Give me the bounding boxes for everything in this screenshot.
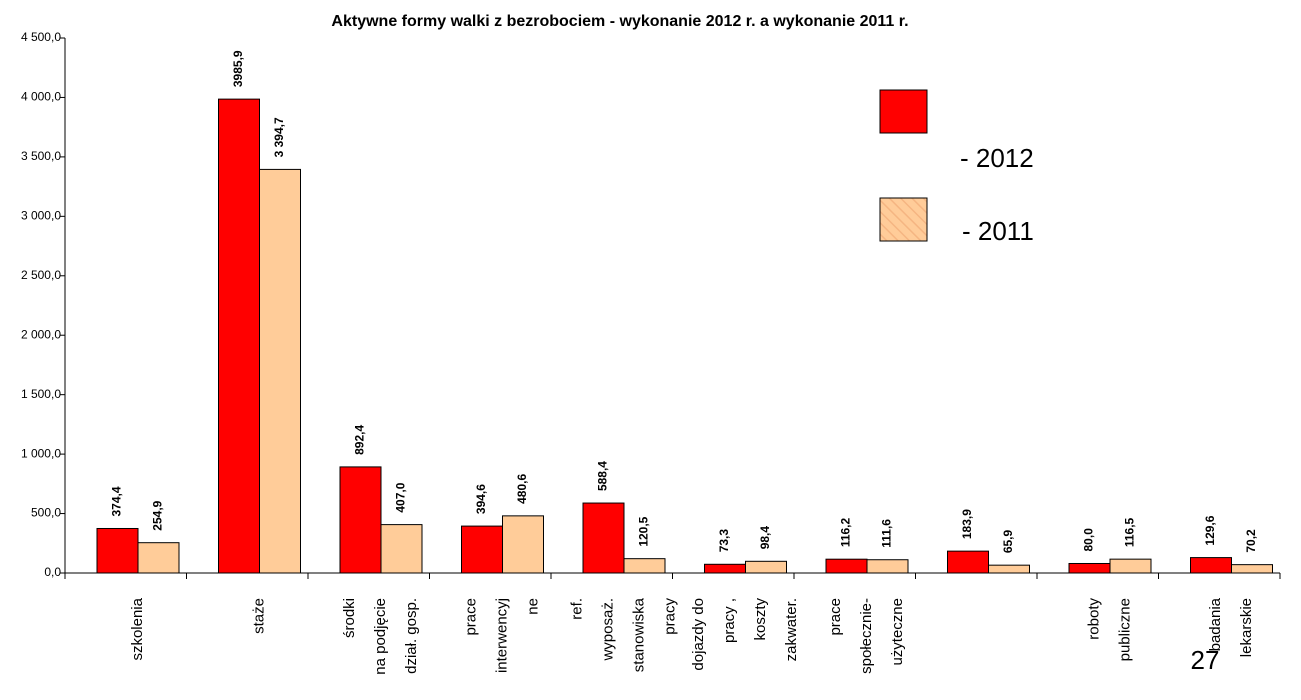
bar <box>502 515 544 574</box>
x-tick-label: użyteczne <box>889 598 906 666</box>
bar <box>1109 558 1152 574</box>
value-label: 98,4 <box>758 526 772 550</box>
value-label: 116,5 <box>1123 517 1137 547</box>
x-tick-label: prace <box>827 598 844 636</box>
x-tick-label: stanowiska <box>630 597 647 672</box>
y-tick-label: 3 000,0 <box>21 209 61 223</box>
bar <box>704 563 746 574</box>
legend-label: - 2012 <box>960 143 1034 173</box>
value-label: 892,4 <box>353 425 367 455</box>
value-label: 588,4 <box>596 461 610 491</box>
bar <box>623 558 666 574</box>
y-tick-label: 4 500,0 <box>21 30 61 44</box>
x-tick-label: na podjęcie <box>372 598 389 675</box>
value-label: 480,6 <box>515 474 529 504</box>
value-label: 374,4 <box>110 486 124 516</box>
x-tick-label: interwencyj <box>493 598 510 673</box>
x-tick-label: prace <box>462 598 479 636</box>
value-label: 120,5 <box>637 516 651 546</box>
bar <box>1190 557 1232 574</box>
x-tick-label: lekarskie <box>1238 598 1255 657</box>
value-label: 80,0 <box>1082 528 1096 552</box>
page-number: 27 <box>1191 645 1220 675</box>
bar <box>947 550 989 574</box>
bar <box>582 502 625 574</box>
legend-label: - 2011 <box>962 216 1034 246</box>
x-tick-label: badania <box>1207 597 1224 651</box>
bar <box>1068 562 1111 574</box>
value-label: 70,2 <box>1244 529 1258 553</box>
x-tick-label: ne <box>524 598 541 615</box>
y-tick-label: 500,0 <box>31 506 61 520</box>
y-tick-label: 0,0 <box>44 565 61 579</box>
value-label: 394,6 <box>474 484 488 514</box>
x-tick-label: zakwater. <box>783 598 800 661</box>
x-tick-label: pracy <box>661 598 678 635</box>
bar <box>866 559 909 574</box>
y-tick-label: 2 000,0 <box>21 327 61 341</box>
legend-swatch <box>879 197 928 242</box>
value-label: 183,9 <box>960 509 974 539</box>
value-label: 407,0 <box>394 482 408 512</box>
y-tick-label: 4 000,0 <box>21 90 61 104</box>
bar <box>1231 564 1273 574</box>
y-tick-label: 3 500,0 <box>21 149 61 163</box>
y-tick-label: 2 500,0 <box>21 268 61 282</box>
x-tick-label: dział. gosp. <box>403 598 420 674</box>
bar <box>380 524 423 574</box>
legend-swatch <box>879 89 928 134</box>
x-tick-label: ref. <box>568 598 585 620</box>
x-tick-label: staże <box>250 598 267 634</box>
x-tick-label: środki <box>341 598 358 638</box>
chart-title: Aktywne formy walki z bezrobociem - wyko… <box>331 13 908 30</box>
bar <box>137 542 180 574</box>
x-tick-label: wyposaż. <box>599 598 616 662</box>
bar <box>339 466 382 574</box>
value-label: 111,6 <box>880 519 894 548</box>
x-tick-label: szkolenia <box>129 597 146 660</box>
value-label: 3 394,7 <box>272 117 286 157</box>
bar <box>988 564 1030 574</box>
bar <box>259 168 301 574</box>
x-tick-label: koszty <box>752 598 769 641</box>
x-tick-label: publiczne <box>1116 598 1133 661</box>
value-label: 73,3 <box>717 529 731 553</box>
value-label: 116,2 <box>839 517 853 547</box>
value-label: 3985,9 <box>231 50 245 87</box>
bar <box>218 98 260 574</box>
y-tick-label: 1 000,0 <box>21 446 61 460</box>
value-label: 129,6 <box>1203 515 1217 545</box>
bar <box>745 560 787 574</box>
x-tick-label: pracy , <box>721 598 738 643</box>
bar <box>96 527 139 574</box>
bar <box>825 558 868 574</box>
x-tick-label: dojazdy do <box>690 598 707 671</box>
y-tick-label: 1 500,0 <box>21 387 61 401</box>
value-label: 65,9 <box>1001 529 1015 553</box>
value-label: 254,9 <box>151 500 165 530</box>
bar <box>461 525 503 574</box>
x-tick-label: roboty <box>1085 598 1102 640</box>
x-tick-label: społecznie- <box>858 598 875 674</box>
